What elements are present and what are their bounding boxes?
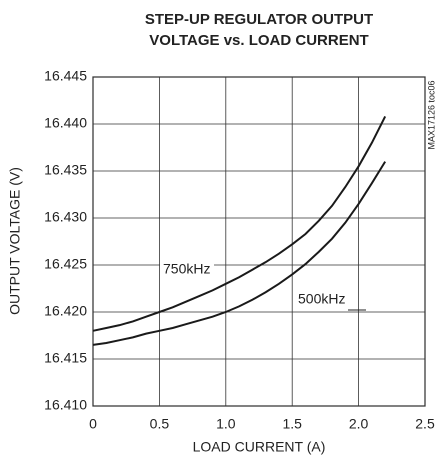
y-tick-label: 16.430 bbox=[44, 209, 87, 225]
chart-title: VOLTAGE vs. LOAD CURRENT bbox=[149, 32, 368, 49]
x-tick-label: 1.0 bbox=[216, 416, 236, 432]
x-tick-label: 2.5 bbox=[415, 416, 435, 432]
y-tick-label: 16.445 bbox=[44, 68, 87, 84]
y-tick-label: 16.415 bbox=[44, 350, 87, 366]
x-tick-label: 0.5 bbox=[150, 416, 170, 432]
label-background bbox=[160, 261, 214, 279]
annotation: MAX17126 toc06 bbox=[426, 80, 436, 149]
y-tick-label: 16.420 bbox=[44, 303, 87, 319]
series-line bbox=[92, 161, 387, 346]
y-tick-label: 16.440 bbox=[44, 115, 87, 131]
series-label: 500kHz bbox=[298, 291, 345, 307]
x-tick-label: 0 bbox=[89, 416, 97, 432]
label-background bbox=[295, 291, 349, 309]
y-tick-label: 16.425 bbox=[44, 256, 87, 272]
series-label: 750kHz bbox=[163, 261, 210, 277]
plot-frame bbox=[92, 76, 426, 407]
y-tick-label: 16.435 bbox=[44, 162, 87, 178]
y-tick-label: 16.410 bbox=[44, 397, 87, 413]
series-line bbox=[92, 116, 387, 332]
chart-title: STEP-UP REGULATOR OUTPUT bbox=[145, 11, 373, 28]
x-tick-label: 2.0 bbox=[349, 416, 369, 432]
y-axis-label: OUTPUT VOLTAGE (V) bbox=[7, 167, 23, 315]
x-tick-label: 1.5 bbox=[282, 416, 302, 432]
x-axis-label: LOAD CURRENT (A) bbox=[193, 439, 326, 455]
